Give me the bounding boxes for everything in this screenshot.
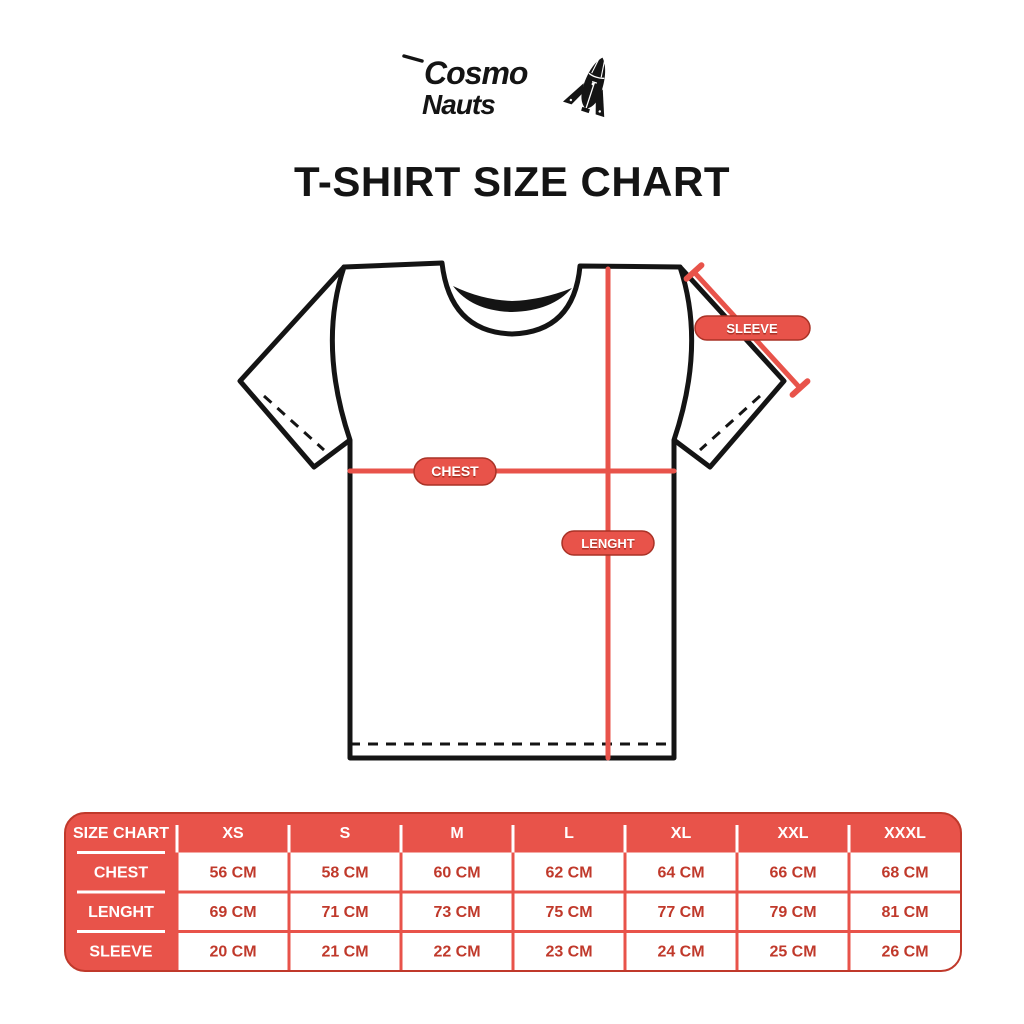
- svg-text:L: L: [564, 825, 574, 842]
- svg-text:58 CM: 58 CM: [321, 865, 368, 882]
- svg-text:56 CM: 56 CM: [209, 865, 256, 882]
- svg-text:62 CM: 62 CM: [545, 865, 592, 882]
- svg-text:26 CM: 26 CM: [881, 944, 928, 961]
- svg-text:M: M: [450, 825, 463, 842]
- svg-text:21 CM: 21 CM: [321, 944, 368, 961]
- svg-text:XL: XL: [671, 825, 692, 842]
- svg-text:22 CM: 22 CM: [433, 944, 480, 961]
- svg-text:64 CM: 64 CM: [657, 865, 704, 882]
- svg-text:20 CM: 20 CM: [209, 944, 256, 961]
- svg-text:SIZE CHART: SIZE CHART: [73, 825, 169, 842]
- svg-text:79 CM: 79 CM: [769, 904, 816, 921]
- svg-text:69 CM: 69 CM: [209, 904, 256, 921]
- svg-text:68 CM: 68 CM: [881, 865, 928, 882]
- svg-text:66 CM: 66 CM: [769, 865, 816, 882]
- svg-text:25 CM: 25 CM: [769, 944, 816, 961]
- svg-text:24 CM: 24 CM: [657, 944, 704, 961]
- svg-text:CHEST: CHEST: [94, 865, 148, 882]
- svg-text:81 CM: 81 CM: [881, 904, 928, 921]
- svg-text:S: S: [340, 825, 351, 842]
- svg-text:SLEEVE: SLEEVE: [89, 944, 152, 961]
- svg-text:60 CM: 60 CM: [433, 865, 480, 882]
- svg-text:XS: XS: [222, 825, 244, 842]
- svg-text:71 CM: 71 CM: [321, 904, 368, 921]
- svg-text:75 CM: 75 CM: [545, 904, 592, 921]
- svg-text:23 CM: 23 CM: [545, 944, 592, 961]
- svg-text:73 CM: 73 CM: [433, 904, 480, 921]
- svg-text:XXXL: XXXL: [884, 825, 926, 842]
- svg-text:77 CM: 77 CM: [657, 904, 704, 921]
- svg-text:XXL: XXL: [777, 825, 808, 842]
- svg-text:LENGHT: LENGHT: [88, 904, 154, 921]
